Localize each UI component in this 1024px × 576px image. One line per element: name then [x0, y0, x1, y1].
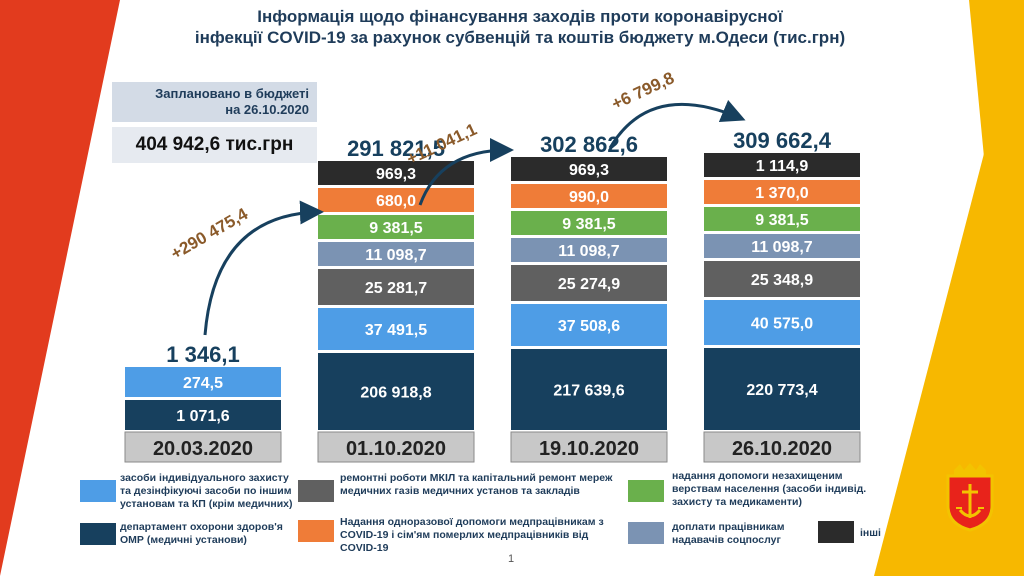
- data-label-social-2: 11 098,7: [558, 243, 620, 260]
- total-label-3: 309 662,4: [733, 128, 832, 153]
- bar-segment-aid_medics-3: [704, 180, 860, 204]
- data-label-aid_poor-3: 9 381,5: [755, 212, 808, 229]
- bar-segment-repair-2: [511, 265, 667, 301]
- increase-arrow-2: [608, 99, 746, 149]
- page-number: 1: [508, 553, 515, 565]
- bar-segment-dept-3: [704, 348, 860, 430]
- data-label-dept-0: 1 071,6: [176, 408, 229, 425]
- date-label-1: 01.10.2020: [346, 438, 446, 460]
- data-label-aid_medics-2: 990,0: [569, 189, 609, 206]
- date-label-2: 19.10.2020: [539, 438, 639, 460]
- data-label-repair-1: 25 281,7: [365, 280, 427, 297]
- date-label-0: 20.03.2020: [153, 438, 253, 460]
- bar-segment-aid_medics-2: [511, 184, 667, 208]
- bar-segment-ppe-1: [318, 308, 474, 350]
- bar-segment-repair-3: [704, 261, 860, 297]
- bar-segment-social-2: [511, 238, 667, 262]
- bar-segment-social-1: [318, 242, 474, 266]
- title-line-2: інфекції COVID-19 за рахунок субвенцій т…: [194, 28, 846, 47]
- bar-segment-other-2: [511, 157, 667, 181]
- bar-segment-ppe-0: [125, 367, 281, 397]
- odesa-coat-of-arms-icon: [946, 463, 994, 532]
- right-yellow-stripe: [874, 0, 1024, 576]
- bar-segment-dept-1: [318, 353, 474, 430]
- data-label-ppe-3: 40 575,0: [751, 316, 813, 333]
- data-label-ppe-1: 37 491,5: [365, 322, 427, 339]
- bar-segment-aid_poor-3: [704, 207, 860, 231]
- budget-label-box: Заплановано в бюджеті на 26.10.2020: [112, 82, 317, 122]
- bar-segment-dept-0: [125, 400, 281, 430]
- data-label-dept-3: 220 773,4: [746, 382, 817, 399]
- date-label-3: 26.10.2020: [732, 438, 832, 460]
- bar-segment-aid_medics-1: [318, 188, 474, 212]
- left-red-stripe: [0, 0, 120, 576]
- increment-label-0: +290 475,4: [168, 204, 252, 264]
- bar-segment-aid_poor-1: [318, 215, 474, 239]
- budget-label-line-2: на 26.10.2020: [225, 102, 309, 117]
- data-label-other-2: 969,3: [569, 162, 609, 179]
- bar-segment-ppe-2: [511, 304, 667, 346]
- total-label-0: 1 346,1: [166, 342, 239, 367]
- data-label-aid_medics-3: 1 370,0: [755, 185, 808, 202]
- date-box-1: [317, 431, 475, 463]
- data-label-social-1: 11 098,7: [365, 247, 427, 264]
- budget-label-line-1: Заплановано в бюджеті: [155, 86, 309, 101]
- data-label-aid_poor-1: 9 381,5: [369, 220, 422, 237]
- bar-segment-social-3: [704, 234, 860, 258]
- page-title: Інформація щодо фінансування заходів про…: [150, 6, 890, 48]
- data-label-aid_poor-2: 9 381,5: [562, 216, 615, 233]
- data-label-dept-2: 217 639,6: [553, 383, 624, 400]
- bar-segment-dept-2: [511, 349, 667, 430]
- budget-value: 404 942,6 тис.грн: [112, 127, 317, 163]
- date-box-0: [124, 431, 282, 463]
- bar-segment-other-3: [704, 153, 860, 177]
- bar-segment-repair-1: [318, 269, 474, 305]
- title-line-1: Інформація щодо фінансування заходів про…: [257, 7, 783, 26]
- data-label-repair-2: 25 274,9: [558, 276, 620, 293]
- total-label-1: 291 821,5: [347, 136, 445, 161]
- date-box-3: [703, 431, 861, 463]
- data-label-aid_medics-1: 680,0: [376, 193, 416, 210]
- total-label-2: 302 862,6: [540, 132, 638, 157]
- data-label-ppe-0: 274,5: [183, 375, 223, 392]
- data-label-other-1: 969,3: [376, 166, 416, 183]
- data-label-dept-1: 206 918,8: [360, 385, 431, 402]
- bar-segment-ppe-3: [704, 300, 860, 345]
- increase-arrow-1: [418, 138, 514, 206]
- data-label-other-3: 1 114,9: [756, 158, 809, 175]
- increase-arrow-0: [203, 200, 324, 336]
- data-label-ppe-2: 37 508,6: [558, 318, 620, 335]
- data-label-repair-3: 25 348,9: [751, 272, 813, 289]
- data-label-social-3: 11 098,7: [751, 239, 813, 256]
- bar-segment-aid_poor-2: [511, 211, 667, 235]
- date-box-2: [510, 431, 668, 463]
